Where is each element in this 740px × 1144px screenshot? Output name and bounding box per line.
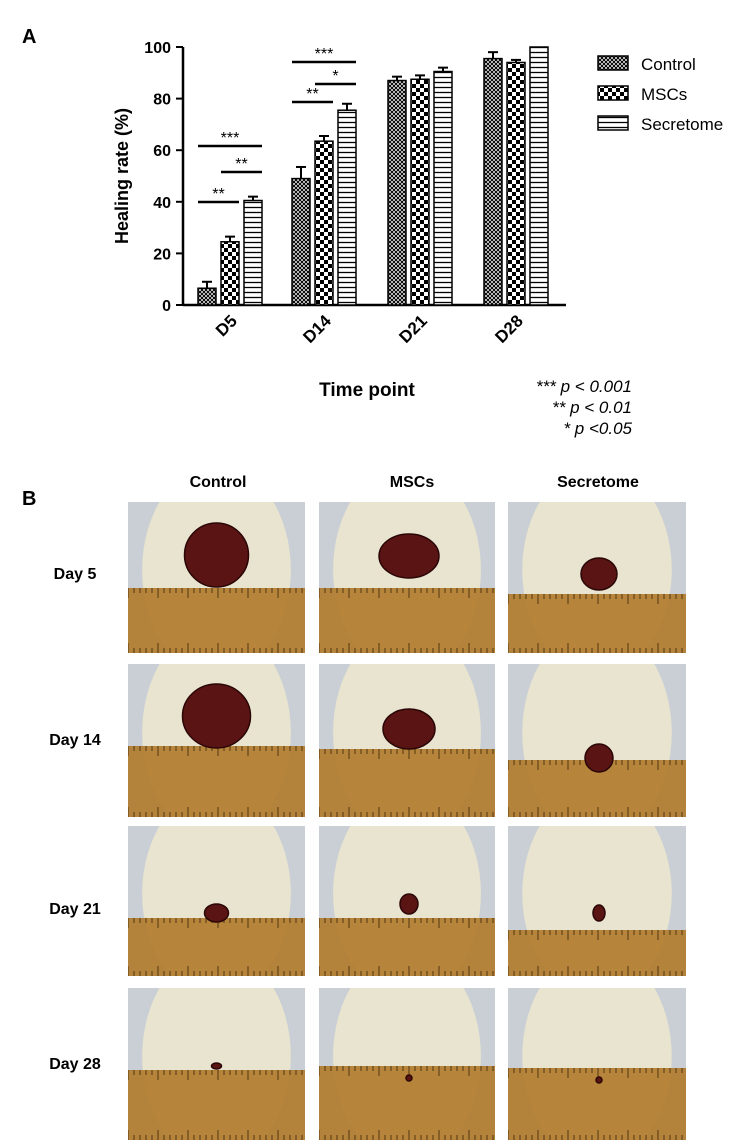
bar-secretome (243, 199, 263, 306)
wound (203, 903, 230, 923)
significance-label: *** (221, 130, 240, 147)
wound (399, 893, 419, 915)
wound-photo-image (508, 826, 686, 976)
wound (181, 683, 252, 749)
bar-mscs (220, 241, 240, 306)
wound-photo (319, 988, 495, 1140)
x-tick-label: D21 (395, 311, 430, 346)
x-tick-label: D14 (299, 311, 335, 347)
wound (592, 904, 606, 922)
ruler (128, 918, 305, 976)
wound-photo-image (319, 826, 495, 976)
wound-photo (508, 988, 686, 1140)
significance-label: ** (235, 156, 247, 173)
wound-photo-image (128, 988, 305, 1140)
ruler (508, 930, 686, 976)
legend-swatch (597, 55, 629, 71)
y-tick-label: 0 (162, 298, 171, 315)
wound-photo (508, 502, 686, 653)
row-header-day5: Day 5 (53, 566, 97, 583)
healing-rate-chart: 0 20 40 60 80 100 Healing rate (%) Time point D5… (112, 40, 723, 401)
ruler (319, 918, 495, 976)
row-header-day21: Day 21 (49, 901, 101, 918)
y-tick-label: 80 (153, 92, 171, 109)
ruler (128, 588, 305, 653)
wound (595, 1076, 603, 1084)
wound (405, 1074, 413, 1082)
y-tick-label: 20 (153, 246, 171, 263)
wound (378, 533, 440, 579)
row-header-day14: Day 14 (49, 732, 101, 749)
wound-photo (128, 826, 305, 976)
ruler (128, 746, 305, 817)
bar-secretome (433, 70, 453, 306)
legend-label: Control (641, 55, 696, 74)
y-tick-label: 40 (153, 195, 171, 212)
bar-control (291, 177, 311, 306)
bar-mscs (506, 61, 526, 306)
wound (584, 743, 614, 773)
legend-swatch (597, 85, 629, 101)
wound-photo-image (508, 988, 686, 1140)
wound-photo-image (319, 664, 495, 817)
wound-photo-image (128, 664, 305, 817)
column-header-mscs: MSCs (389, 474, 435, 491)
wound-photo (128, 664, 305, 817)
ruler (508, 594, 686, 653)
wound-photo (128, 502, 305, 653)
bar-secretome (337, 109, 357, 306)
wound-photo-image (508, 502, 686, 653)
legend-swatch (597, 115, 629, 131)
wound-photo (128, 988, 305, 1140)
wound-photo-image (508, 664, 686, 817)
significance-label: * (332, 68, 338, 85)
y-tick-label: 60 (153, 143, 171, 160)
column-header-secretome: Secretome (557, 474, 639, 491)
significance-label: ** (212, 186, 224, 203)
wound (183, 522, 250, 588)
column-header-control: Control (189, 474, 247, 491)
bar-mscs (410, 78, 430, 306)
bar-mscs (314, 140, 334, 306)
wound-photo (319, 826, 495, 976)
significance-key-line: * p <0.05 (563, 419, 632, 438)
wound (382, 708, 436, 750)
ruler (128, 1070, 305, 1140)
legend-label: Secretome (641, 115, 723, 134)
wound-photo (508, 826, 686, 976)
wound (580, 557, 618, 591)
wound-photo (508, 664, 686, 817)
bar-control (197, 287, 217, 306)
significance-label: *** (315, 46, 334, 63)
significance-key-line: *** p < 0.001 (536, 377, 632, 396)
wound-photo-image (319, 988, 495, 1140)
significance-key: *** p < 0.001 ** p < 0.01 * p <0.05 (512, 376, 632, 439)
wound-photo (319, 502, 495, 653)
legend-label: MSCs (641, 85, 687, 104)
wound-photo-image (128, 826, 305, 976)
y-axis-title: Healing rate (%) (112, 108, 132, 244)
bar-control (483, 57, 503, 306)
panel-label-a: A (22, 26, 37, 48)
row-header-day28: Day 28 (49, 1056, 101, 1073)
bar-control (387, 79, 407, 306)
y-tick-label: 100 (144, 40, 171, 57)
x-tick-label: D28 (491, 311, 526, 346)
ruler (319, 749, 495, 817)
wound (210, 1062, 223, 1070)
wound-photo-image (128, 502, 305, 653)
ruler (319, 588, 495, 653)
x-tick-label: D5 (212, 311, 241, 340)
panel-label-b: B (22, 488, 37, 510)
x-axis-title: Time point (319, 380, 415, 401)
wound-photo (319, 664, 495, 817)
significance-key-line: ** p < 0.01 (552, 398, 632, 417)
bar-secretome (529, 46, 549, 306)
wound-photo-image (319, 502, 495, 653)
significance-label: ** (306, 86, 318, 103)
